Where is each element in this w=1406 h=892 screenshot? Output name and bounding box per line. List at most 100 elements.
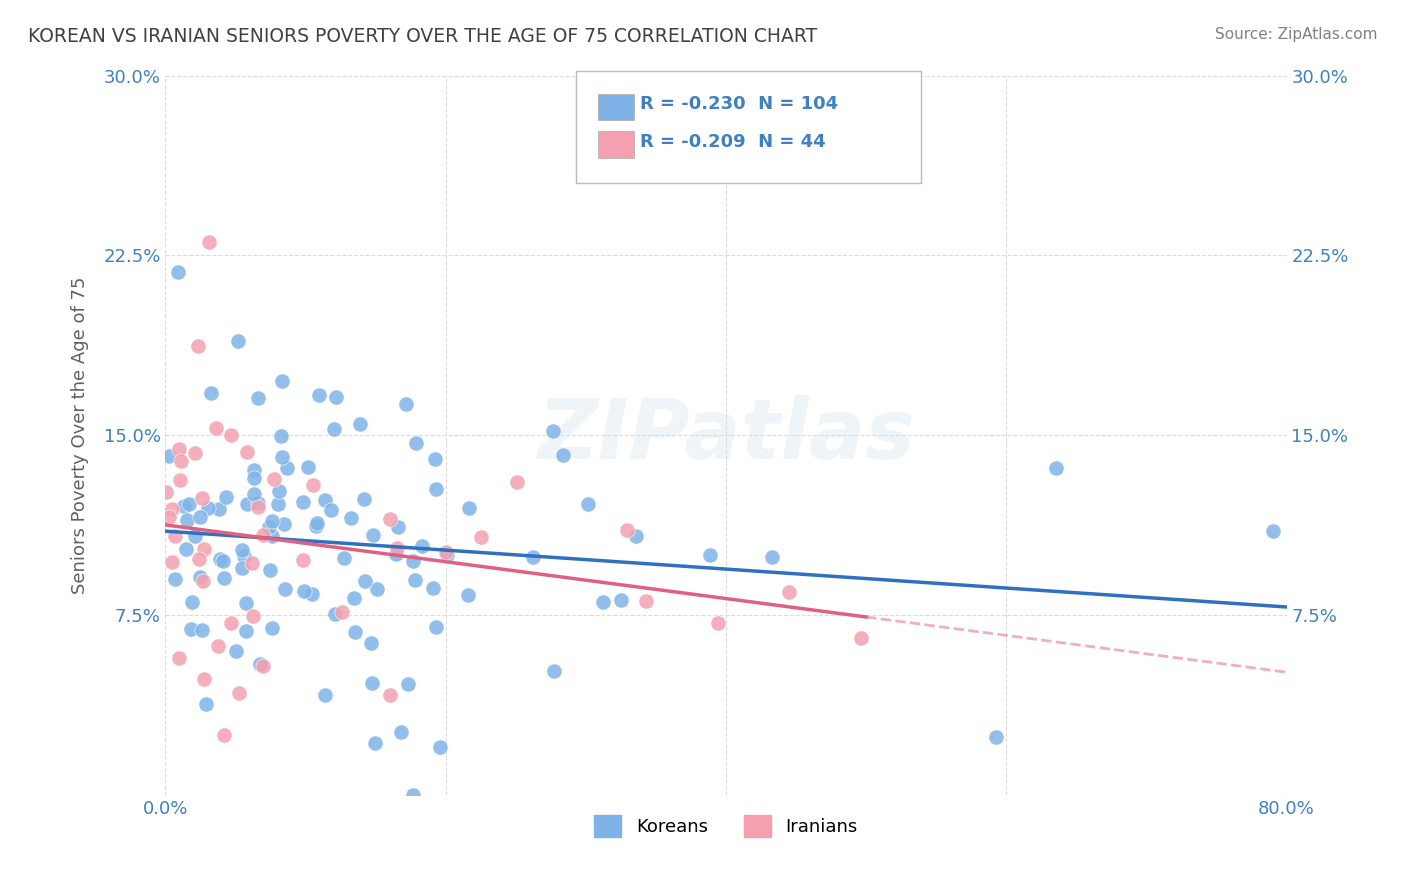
Point: [231, 543, 253, 558]
Point: [273, 517, 295, 532]
Point: [592, 595, 614, 609]
Point: [457, 588, 479, 602]
Point: [242, 609, 264, 624]
Point: [360, 676, 382, 690]
Point: [271, 374, 294, 388]
Point: [699, 549, 721, 563]
Point: [616, 523, 638, 537]
Point: [169, 473, 191, 487]
Point: [543, 664, 565, 678]
Point: [276, 460, 298, 475]
Point: [190, 623, 212, 637]
Point: [422, 581, 444, 595]
Point: [247, 496, 270, 510]
Point: [242, 463, 264, 477]
Point: [252, 528, 274, 542]
Point: [262, 529, 284, 543]
Point: [387, 520, 409, 534]
Point: [360, 636, 382, 650]
Point: [181, 595, 204, 609]
Point: [267, 497, 290, 511]
Point: [228, 686, 250, 700]
Point: [364, 735, 387, 749]
Point: [436, 548, 458, 562]
Point: [207, 640, 229, 654]
Point: [634, 594, 657, 608]
Point: [184, 528, 207, 542]
Y-axis label: Seniors Poverty Over the Age of 75: Seniors Poverty Over the Age of 75: [72, 277, 89, 594]
Point: [233, 549, 256, 564]
Point: [761, 549, 783, 564]
Point: [361, 528, 384, 542]
Point: [219, 427, 242, 442]
Point: [349, 417, 371, 432]
Point: [169, 442, 191, 457]
Point: [180, 622, 202, 636]
Point: [411, 539, 433, 553]
Point: [215, 490, 238, 504]
Point: [184, 446, 207, 460]
Point: [160, 555, 183, 569]
Point: [1261, 524, 1284, 538]
Point: [240, 557, 263, 571]
Point: [624, 529, 647, 543]
Point: [170, 454, 193, 468]
Point: [457, 500, 479, 515]
Point: [292, 584, 315, 599]
Point: [197, 501, 219, 516]
Point: [176, 513, 198, 527]
Point: [188, 551, 211, 566]
Point: [155, 484, 177, 499]
Point: [231, 560, 253, 574]
Point: [208, 551, 231, 566]
Point: [297, 460, 319, 475]
Point: [167, 265, 190, 279]
Point: [160, 501, 183, 516]
Point: [522, 550, 544, 565]
Point: [208, 502, 231, 516]
Point: [228, 334, 250, 349]
Point: [193, 672, 215, 686]
Point: [271, 450, 294, 465]
Point: [174, 541, 197, 556]
Point: [405, 436, 427, 450]
Point: [396, 676, 419, 690]
Text: Source: ZipAtlas.com: Source: ZipAtlas.com: [1215, 27, 1378, 42]
Point: [187, 339, 209, 353]
Point: [173, 499, 195, 513]
Point: [378, 512, 401, 526]
Text: ZIPatlas: ZIPatlas: [537, 395, 915, 476]
Point: [436, 544, 458, 558]
Point: [191, 491, 214, 505]
Point: [429, 739, 451, 754]
Point: [236, 445, 259, 459]
Point: [323, 607, 346, 621]
Point: [194, 697, 217, 711]
Point: [262, 514, 284, 528]
Point: [319, 503, 342, 517]
Text: R = -0.209  N = 44: R = -0.209 N = 44: [640, 133, 825, 151]
Point: [354, 574, 377, 588]
Point: [308, 388, 330, 402]
Point: [198, 235, 221, 249]
Point: [402, 789, 425, 803]
Point: [707, 616, 730, 631]
Point: [609, 593, 631, 607]
Point: [167, 650, 190, 665]
Point: [247, 500, 270, 514]
Point: [301, 587, 323, 601]
Point: [778, 584, 800, 599]
Point: [219, 616, 242, 631]
Point: [263, 472, 285, 486]
Point: [851, 632, 873, 646]
Point: [984, 731, 1007, 745]
Point: [249, 657, 271, 671]
Point: [212, 554, 235, 568]
Point: [163, 573, 186, 587]
Point: [235, 624, 257, 639]
Point: [380, 688, 402, 702]
Point: [541, 424, 564, 438]
Point: [339, 510, 361, 524]
Point: [259, 563, 281, 577]
Point: [274, 582, 297, 596]
